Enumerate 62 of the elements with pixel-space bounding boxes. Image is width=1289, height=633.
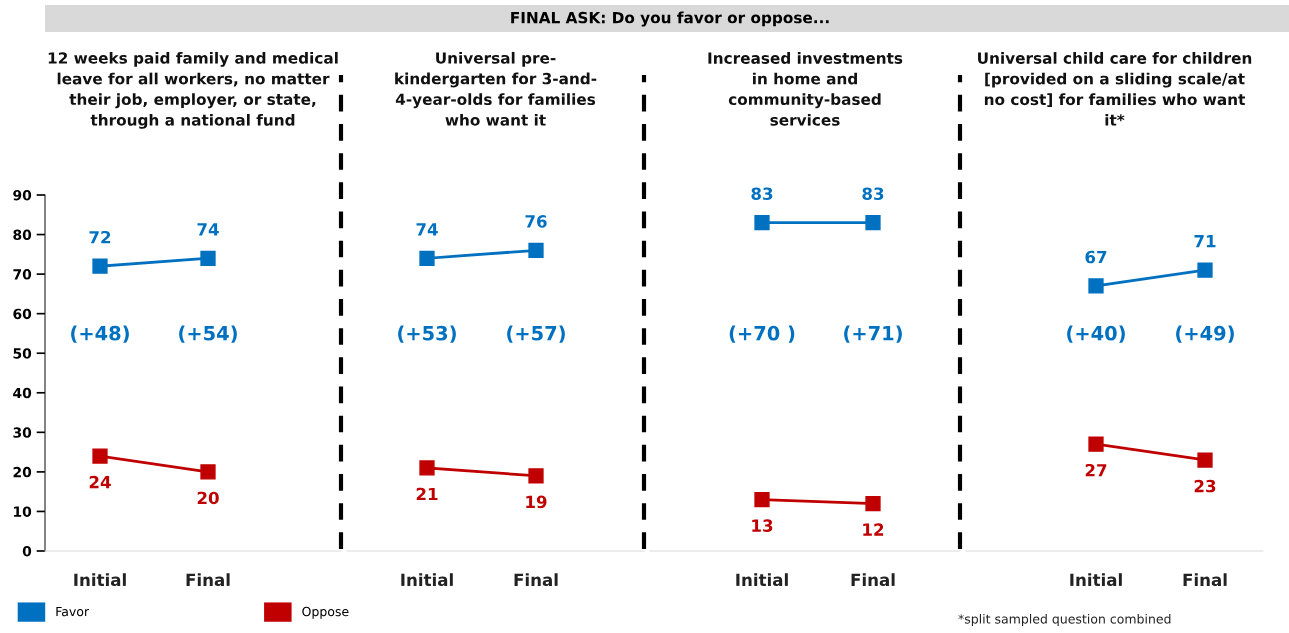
data-label: 12 — [863, 523, 884, 536]
annotation: (+48) — [71, 325, 129, 343]
data-label: 23 — [1194, 479, 1216, 493]
y-tick-label: 70 — [13, 269, 32, 280]
x-tick-label: Initial — [401, 573, 453, 587]
x-tick-label: Initial — [736, 573, 788, 587]
annotation: (+70 ) — [729, 325, 795, 343]
chart-title: 12 weeks paid family and medical leave for all workers, no matter their job, employer, or state, through a national fund — [48, 51, 338, 129]
chart-title: Universal child care for children [provided on a sliding scale/at no cost] for families who want it* — [978, 52, 1252, 126]
x-tick-label: Final — [514, 573, 558, 587]
y-tick-label: 40 — [13, 387, 32, 399]
point — [419, 250, 435, 266]
legend-label: Oppose — [302, 606, 349, 619]
point — [1197, 262, 1213, 278]
data-label: 67 — [1085, 250, 1107, 264]
x-tick-label: Final — [1183, 573, 1227, 587]
x-tick-label: Final — [851, 573, 895, 587]
annotation: (+40) — [1067, 325, 1125, 343]
legend-label: Favor — [56, 606, 90, 617]
data-label: 27 — [1085, 463, 1107, 477]
point — [200, 250, 216, 266]
point — [1088, 436, 1104, 452]
y-tick-label: 90 — [13, 189, 32, 201]
point — [1088, 278, 1104, 294]
data-label: 19 — [526, 495, 547, 509]
x-tick-label: Final — [186, 573, 230, 587]
chart-title: Increased investments in home and community-based services — [708, 52, 903, 126]
point — [1197, 452, 1213, 468]
x-tick-label: Initial — [1070, 573, 1122, 587]
annotation: (+54) — [179, 325, 237, 343]
data-label: 24 — [89, 475, 111, 489]
y-tick-label: 20 — [13, 466, 32, 478]
data-label: 74 — [197, 223, 219, 236]
annotation: (+49) — [1176, 325, 1234, 343]
chart-title: Universal pre- kindergarten for 3-and- 4-year-olds for families who want it — [395, 51, 597, 126]
data-label: 20 — [197, 491, 219, 505]
point — [528, 242, 544, 259]
y-tick-label: 80 — [13, 229, 32, 241]
data-label: 21 — [416, 487, 438, 501]
text: FINAL ASK: Do you favor or oppose... — [511, 11, 829, 27]
data-label: 74 — [416, 223, 438, 236]
y-tick-label: 10 — [14, 506, 32, 517]
data-label: 13 — [752, 519, 773, 532]
annotation: (+71) — [844, 325, 902, 343]
point — [200, 464, 216, 480]
data-label: 83 — [751, 187, 773, 201]
point — [528, 468, 544, 484]
point — [92, 258, 108, 274]
y-tick-label: 0 — [22, 545, 32, 557]
data-label: 76 — [525, 215, 547, 228]
x-tick-label: Initial — [74, 573, 126, 587]
point — [419, 460, 435, 476]
point — [92, 448, 108, 464]
annotation: (+53) — [398, 325, 456, 343]
y-tick-label: 30 — [13, 427, 32, 438]
data-label: 72 — [89, 230, 111, 244]
text: *split sampled question combined — [958, 613, 1171, 627]
y-tick-label: 60 — [13, 308, 32, 320]
annotation: (+57) — [507, 325, 565, 343]
y-tick-label: 50 — [13, 348, 32, 359]
data-label: 71 — [1194, 235, 1216, 248]
data-label: 83 — [862, 187, 884, 201]
